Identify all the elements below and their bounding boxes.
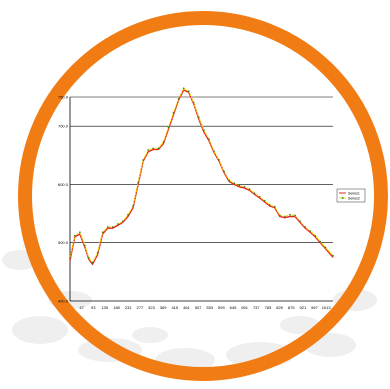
series2-point — [258, 195, 261, 198]
series2-point — [314, 235, 316, 237]
series2-point — [132, 205, 134, 207]
orange-ring — [18, 11, 388, 381]
series2-point — [274, 205, 276, 208]
series2-point — [309, 230, 311, 232]
y-tick-label: 600.0 — [58, 182, 69, 187]
series2-point — [193, 102, 195, 104]
series2-point — [101, 231, 104, 233]
x-tick-label: 921 — [300, 305, 307, 310]
series2-point — [182, 87, 185, 89]
series2-point — [188, 90, 190, 92]
series2-point — [218, 159, 220, 161]
series2-point — [147, 149, 149, 151]
series2-point — [233, 182, 235, 184]
series2-point — [112, 226, 114, 228]
series2-point — [269, 204, 271, 206]
legend-series2-label: Series2 — [348, 197, 360, 201]
series2-point — [74, 235, 76, 237]
series2-point — [243, 186, 246, 188]
series2-point — [203, 129, 205, 131]
x-tick-label: 645 — [230, 305, 237, 310]
series2-point — [228, 179, 230, 182]
series2-point — [238, 184, 241, 187]
y-tick-label: 700.0 — [58, 124, 69, 129]
series2-point — [117, 223, 119, 225]
background-blob — [12, 316, 68, 344]
x-tick-label: 829 — [276, 305, 283, 310]
series2-point — [279, 214, 281, 217]
series2-point — [107, 226, 109, 228]
x-tick-label: 553 — [206, 305, 213, 310]
series2-point — [79, 231, 81, 233]
series2-point — [172, 112, 175, 114]
series2-point — [304, 226, 306, 228]
x-tick-label: 1013 — [322, 305, 332, 310]
x-tick-label: 277 — [137, 305, 144, 310]
x-tick-label: 185 — [113, 305, 120, 310]
series2-point — [294, 214, 296, 217]
legend-series1-label: Series1 — [348, 192, 360, 196]
series-line-2 — [69, 87, 334, 264]
x-tick-label: 461 — [183, 305, 190, 310]
series2-point — [253, 192, 256, 194]
legend: Series1 Series2 — [336, 188, 366, 203]
series2-point — [284, 215, 286, 218]
series2-point — [167, 126, 170, 129]
series2-point — [198, 116, 200, 119]
x-tick-label: 323 — [148, 305, 155, 310]
x-tick-label: 737 — [253, 305, 260, 310]
y-tick-label: 400.0 — [58, 299, 69, 304]
x-tick-label: 139 — [102, 305, 109, 310]
series2-point — [299, 220, 301, 222]
series2-point — [332, 254, 334, 257]
series2-point — [248, 188, 251, 190]
x-tick-label: 691 — [241, 305, 248, 310]
series2-point — [208, 138, 210, 140]
series2-point — [69, 256, 71, 258]
series2-point — [84, 244, 86, 247]
series2-point — [157, 147, 160, 149]
series2-point — [162, 141, 165, 143]
series2-point — [319, 240, 322, 243]
plot-area: 400.0 500.0 600.0 700.0 750.0 47 93 139 185 231 27… — [58, 87, 334, 310]
x-tick-label: 599 — [218, 305, 225, 310]
series2-point — [263, 200, 266, 202]
x-tick-label: 783 — [265, 305, 272, 310]
series2-point — [177, 98, 180, 100]
x-tick-label: 93 — [91, 305, 96, 310]
background-blob — [132, 327, 168, 343]
series2-point — [152, 147, 154, 149]
legend-box — [336, 188, 366, 203]
series2-point — [91, 261, 94, 264]
legend-series2-marker — [341, 197, 344, 199]
x-tick-label: 415 — [171, 305, 178, 310]
series2-point — [142, 159, 144, 161]
x-tick-label: 231 — [125, 305, 132, 310]
series-line-1 — [69, 89, 334, 265]
series2-point — [223, 170, 225, 173]
series2-point — [88, 257, 90, 259]
series2-point — [213, 150, 215, 152]
x-tick-label: 369 — [160, 305, 167, 310]
series2-point — [324, 246, 327, 249]
series2-point — [122, 220, 124, 222]
y-tick-label: 750.0 — [58, 95, 69, 100]
x-tick-label: 47 — [79, 305, 84, 310]
series2-point — [289, 214, 291, 216]
x-tick-label: 507 — [195, 305, 202, 310]
x-tick-label: 967 — [311, 305, 318, 310]
x-tick-label: 875 — [288, 305, 295, 310]
series2-point — [96, 251, 99, 254]
series2-point — [127, 214, 129, 216]
y-tick-label: 500.0 — [58, 240, 69, 245]
series2-point — [137, 181, 139, 184]
